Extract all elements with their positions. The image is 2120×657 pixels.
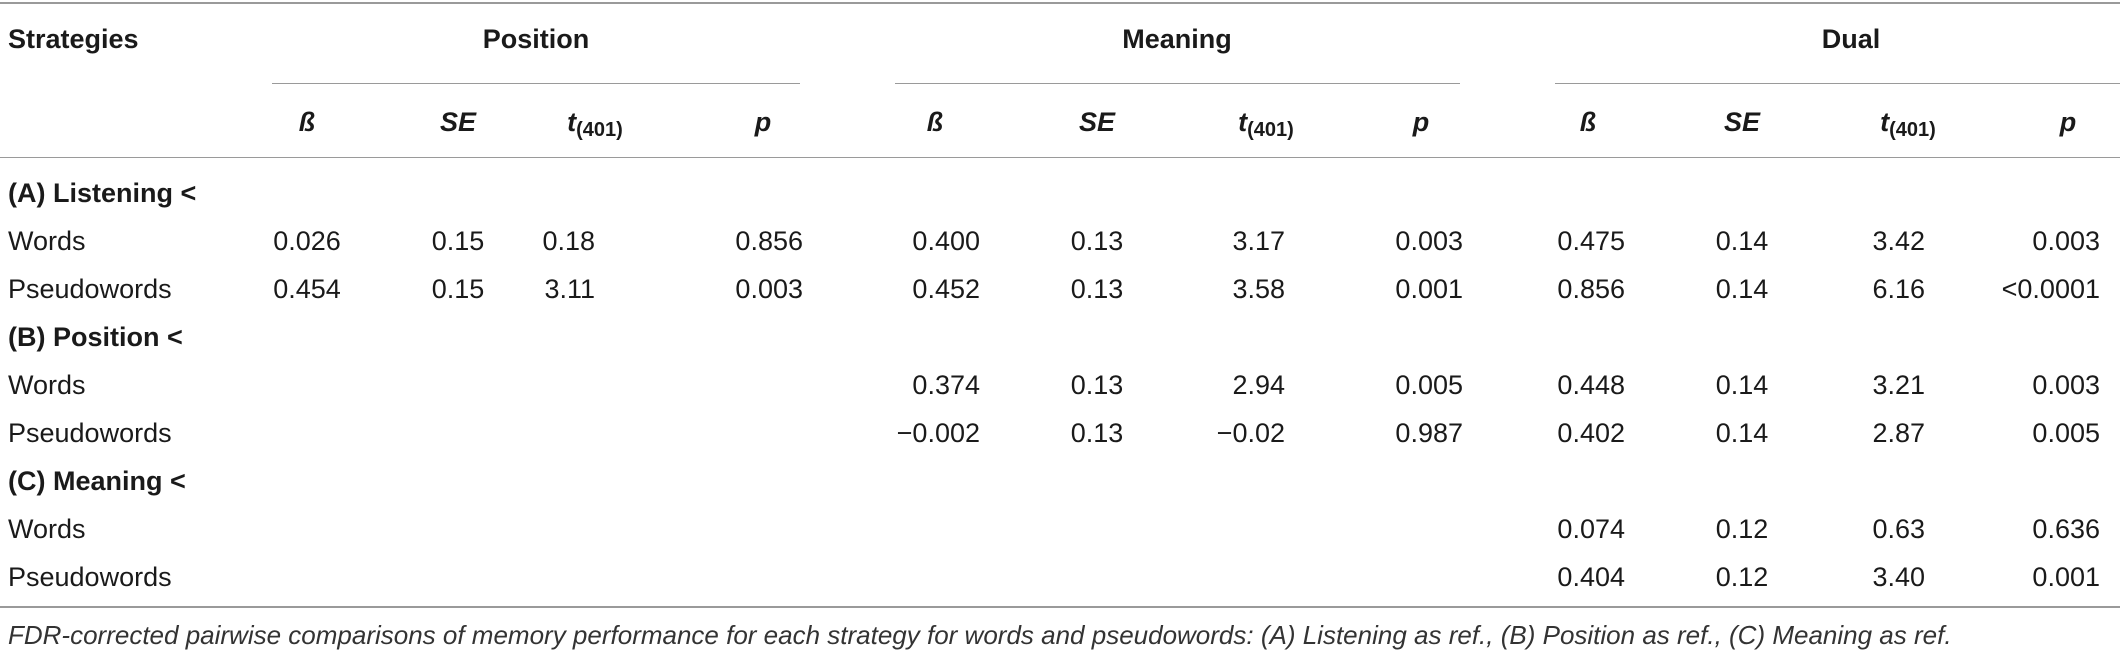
table-cell-dual-p: <0.0001 <box>2001 274 2100 304</box>
table-cell-position-t: 3.11 <box>544 274 595 304</box>
table-cell-position-se: 0.15 <box>431 274 485 304</box>
meaning-p-header: p <box>1413 105 1430 139</box>
table-cell-dual-se: 0.12 <box>1715 562 1769 592</box>
position-beta-header: ß <box>299 105 316 139</box>
table-cell-meaning-se: 0.13 <box>1070 418 1124 448</box>
table-cell-dual-t: 3.21 <box>1872 370 1925 400</box>
table-cell-dual-se: 0.12 <box>1715 514 1769 544</box>
stat-symbol: p <box>1412 107 1430 137</box>
stat-symbol: p <box>2059 107 2077 137</box>
table-cell-meaning-t: 2.94 <box>1232 370 1285 400</box>
table-cell-dual-beta: 0.856 <box>1557 274 1625 304</box>
stat-symbol: SE <box>1078 107 1116 137</box>
table-cell-dual-p: 0.003 <box>2032 226 2100 256</box>
position-p-header: p <box>755 105 772 139</box>
table-cell-meaning-se: 0.13 <box>1070 370 1124 400</box>
stat-symbol: t <box>567 107 577 137</box>
table-cell-meaning-se: 0.13 <box>1070 226 1124 256</box>
table-cell-dual-t: 3.42 <box>1872 226 1925 256</box>
df-subscript: (401) <box>576 119 623 141</box>
table-cell-dual-beta: 0.475 <box>1557 226 1625 256</box>
row-label: Words <box>8 370 86 400</box>
row-label: Pseudowords <box>8 562 172 592</box>
row-label: Pseudowords <box>8 418 172 448</box>
table-cell-dual-se: 0.14 <box>1715 370 1769 400</box>
meaning-se-header: SE <box>1079 105 1115 139</box>
table-cell-dual-t: 6.16 <box>1872 274 1925 304</box>
group-header-position: Position <box>482 24 590 54</box>
table-cell-dual-se: 0.14 <box>1715 418 1769 448</box>
table-cell-meaning-p: 0.005 <box>1395 370 1463 400</box>
table-cell-meaning-t: 3.17 <box>1232 226 1285 256</box>
table-top-rule <box>0 2 2120 4</box>
group-header-meaning: Meaning <box>1122 24 1232 54</box>
table-cell-meaning-beta: 0.452 <box>912 274 980 304</box>
table-bottom-rule <box>0 606 2120 608</box>
strategies-header: Strategies <box>8 24 139 54</box>
dual-beta-header: ß <box>1580 105 1597 139</box>
meaning-beta-header: ß <box>927 105 944 139</box>
table-cell-dual-t: 2.87 <box>1872 418 1925 448</box>
table-cell-position-beta: 0.454 <box>273 274 341 304</box>
section-title: (B) Position < <box>8 322 183 352</box>
table-caption: FDR-corrected pairwise comparisons of me… <box>8 620 1952 650</box>
stat-symbol: ß <box>298 107 316 137</box>
table-cell-dual-beta: 0.074 <box>1557 514 1625 544</box>
section-title: (A) Listening < <box>8 178 197 208</box>
table-cell-dual-beta: 0.448 <box>1557 370 1625 400</box>
table-cell-meaning-beta: 0.400 <box>912 226 980 256</box>
table-cell-position-se: 0.15 <box>431 226 485 256</box>
section-title: (C) Meaning < <box>8 466 186 496</box>
table-cell-meaning-p: 0.003 <box>1395 226 1463 256</box>
table-cell-meaning-p: 0.987 <box>1395 418 1463 448</box>
df-subscript: (401) <box>1889 119 1936 141</box>
dual-se-header: SE <box>1724 105 1760 139</box>
row-label: Words <box>8 514 86 544</box>
stat-symbol: SE <box>1723 107 1761 137</box>
position-se-header: SE <box>440 105 476 139</box>
table-cell-dual-t: 0.63 <box>1872 514 1925 544</box>
row-label: Pseudowords <box>8 274 172 304</box>
df-subscript: (401) <box>1247 119 1294 141</box>
table-cell-dual-p: 0.001 <box>2032 562 2100 592</box>
stat-symbol: ß <box>1579 107 1597 137</box>
dual-group-rule <box>1555 83 2120 84</box>
table-cell-meaning-t: −0.02 <box>1216 418 1285 448</box>
header-bottom-rule <box>0 157 2120 158</box>
stat-symbol: t <box>1880 107 1890 137</box>
table-cell-position-p: 0.003 <box>735 274 803 304</box>
table-cell-dual-se: 0.14 <box>1715 226 1769 256</box>
position-group-rule <box>272 83 800 84</box>
table-cell-meaning-beta: −0.002 <box>896 418 980 448</box>
stat-symbol: ß <box>926 107 944 137</box>
meaning-group-rule <box>895 83 1460 84</box>
table-cell-meaning-p: 0.001 <box>1395 274 1463 304</box>
table-cell-position-t: 0.18 <box>542 226 595 256</box>
row-label: Words <box>8 226 86 256</box>
table-cell-position-beta: 0.026 <box>273 226 341 256</box>
table-cell-dual-beta: 0.402 <box>1557 418 1625 448</box>
dual-t-header: t(401) <box>1880 105 1936 142</box>
table-cell-dual-t: 3.40 <box>1872 562 1925 592</box>
position-t-header: t(401) <box>567 105 623 142</box>
table-cell-dual-p: 0.003 <box>2032 370 2100 400</box>
meaning-t-header: t(401) <box>1238 105 1294 142</box>
group-header-dual: Dual <box>1821 24 1881 54</box>
stat-symbol: t <box>1238 107 1248 137</box>
table-cell-dual-se: 0.14 <box>1715 274 1769 304</box>
table-cell-meaning-t: 3.58 <box>1232 274 1285 304</box>
table-cell-dual-beta: 0.404 <box>1557 562 1625 592</box>
stat-symbol: p <box>754 107 772 137</box>
dual-p-header: p <box>2060 105 2077 139</box>
table-cell-meaning-beta: 0.374 <box>912 370 980 400</box>
table-cell-meaning-se: 0.13 <box>1070 274 1124 304</box>
stat-symbol: SE <box>439 107 477 137</box>
table-cell-dual-p: 0.005 <box>2032 418 2100 448</box>
table-cell-position-p: 0.856 <box>735 226 803 256</box>
table-cell-dual-p: 0.636 <box>2032 514 2100 544</box>
